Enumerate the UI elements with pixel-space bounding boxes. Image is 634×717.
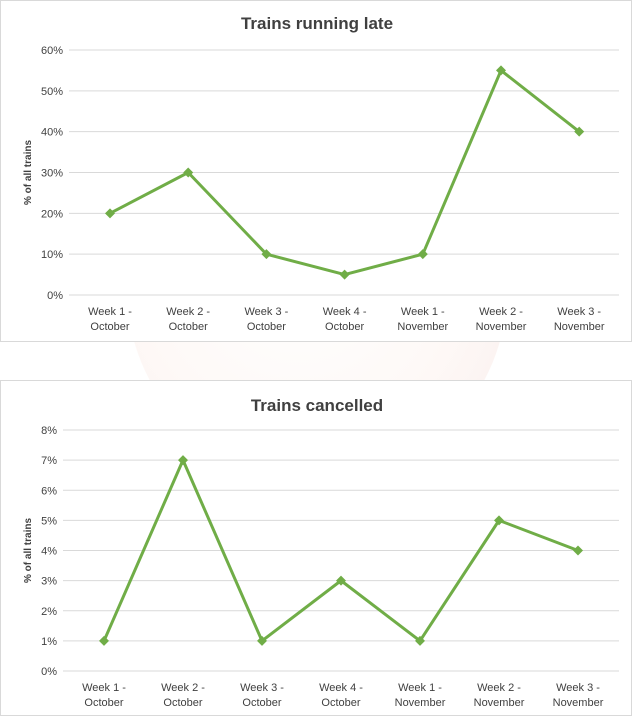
x-tick-label-line: Week 4 -	[323, 306, 367, 318]
chart-title: Trains cancelled	[251, 396, 383, 415]
x-tick-label-line: Week 2 -	[161, 682, 205, 694]
y-tick-label: 40%	[41, 127, 63, 139]
x-tick-label: Week 1 - October	[82, 682, 126, 709]
data-point-marker	[496, 65, 506, 76]
y-tick-label: 5%	[41, 515, 57, 527]
data-point-marker	[183, 167, 194, 178]
chart-panel-trains-cancelled: Trains cancelled 0% 1% 2% 3% 4% 5% 6% 7% 8% % of a…	[0, 380, 632, 716]
x-tick-label: Week 3 - October	[244, 306, 288, 333]
data-point-marker	[339, 269, 350, 280]
x-tick-label-line: October	[169, 321, 208, 333]
y-tick-label: 10%	[41, 249, 63, 261]
x-tick-label: Week 3 - November	[553, 682, 604, 709]
x-tick-label-line: Week 1 -	[82, 682, 126, 694]
x-tick-label-line: Week 1 -	[401, 306, 445, 318]
y-tick-label: 50%	[41, 86, 63, 98]
x-tick-label-line: October	[247, 321, 286, 333]
x-tick-label-line: Week 2 -	[479, 306, 523, 318]
x-tick-label-line: Week 2 -	[477, 682, 521, 694]
y-tick-label: 3%	[41, 576, 57, 588]
x-tick-label: Week 2 - October	[166, 306, 210, 333]
y-tick-label: 20%	[41, 208, 63, 220]
x-tick-label-line: Week 4 -	[319, 682, 363, 694]
x-tick-label: Week 3 - November	[554, 306, 605, 333]
y-tick-label: 2%	[41, 606, 57, 618]
x-tick-label-line: October	[321, 697, 360, 709]
x-tick-label-line: October	[242, 697, 281, 709]
x-tick-label-line: Week 1 -	[88, 306, 132, 318]
x-tick-label-line: Week 1 -	[398, 682, 442, 694]
x-tick-label-line: Week 2 -	[166, 306, 210, 318]
data-point-marker	[178, 455, 188, 466]
x-tick-label-line: October	[84, 697, 123, 709]
x-tick-label-line: October	[163, 697, 202, 709]
x-tick-label-line: October	[90, 321, 129, 333]
chart-panel-trains-late: Trains running late 0% 10% 20% 30% 40% 50% 60%%…	[0, 0, 632, 342]
data-point-marker	[494, 515, 504, 526]
data-point-marker	[336, 575, 346, 586]
x-tick-label: Week 2 - November	[474, 682, 525, 709]
x-tick-label: Week 3 - October	[240, 682, 284, 709]
data-point-marker	[257, 635, 267, 646]
y-tick-label: 6%	[41, 485, 57, 497]
y-tick-label: 0%	[47, 290, 63, 302]
data-point-marker	[415, 635, 425, 646]
data-point-marker	[105, 208, 115, 219]
x-tick-label-line: Week 3 -	[556, 682, 600, 694]
chart-trains-cancelled: Trains cancelled 0% 1% 2% 3% 4% 5% 6% 7% 8% % of a…	[23, 396, 619, 709]
y-tick-label: 8%	[41, 425, 57, 437]
x-tick-label: Week 2 - November	[476, 306, 527, 333]
x-tick-label: Week 1 - November	[395, 682, 446, 709]
y-tick-label: 60%	[41, 45, 63, 57]
x-tick-label: Week 1 - November	[397, 306, 448, 333]
x-tick-label: Week 4 - October	[319, 682, 363, 709]
x-tick-label-line: Week 3 -	[557, 306, 601, 318]
y-axis-title: % of all trains	[23, 518, 34, 583]
y-axis-title: % of all trains	[23, 140, 34, 205]
y-tick-label: 4%	[41, 546, 57, 558]
y-tick-label: 7%	[41, 455, 57, 467]
data-point-marker	[573, 545, 583, 556]
x-tick-label-line: November	[395, 697, 446, 709]
data-point-marker	[574, 126, 585, 137]
x-tick-label: Week 4 - October	[323, 306, 367, 333]
data-point-marker	[261, 249, 272, 260]
x-tick-label-line: October	[325, 321, 364, 333]
chart-trains-late: Trains running late 0% 10% 20% 30% 40% 50% 60%%…	[23, 14, 619, 333]
y-tick-label: 1%	[41, 636, 57, 648]
x-tick-label-line: November	[553, 697, 604, 709]
x-tick-label-line: Week 3 -	[244, 306, 288, 318]
x-tick-label-line: November	[474, 697, 525, 709]
x-tick-label: Week 1 - October	[88, 306, 132, 333]
data-point-marker	[99, 635, 109, 646]
y-tick-label: 30%	[41, 168, 63, 180]
chart-title: Trains running late	[241, 14, 393, 33]
x-tick-label-line: November	[476, 321, 527, 333]
x-tick-label-line: November	[554, 321, 605, 333]
data-point-marker	[417, 249, 428, 260]
x-tick-label-line: November	[397, 321, 448, 333]
x-tick-label-line: Week 3 -	[240, 682, 284, 694]
y-tick-label: 0%	[41, 666, 57, 678]
x-tick-label: Week 2 - October	[161, 682, 205, 709]
